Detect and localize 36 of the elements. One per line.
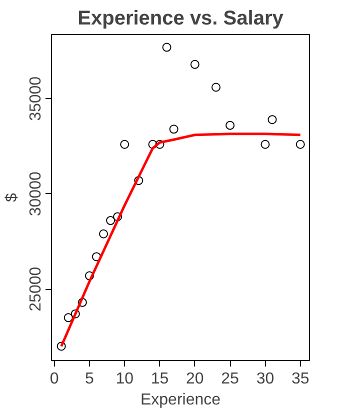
y-tick-label: 35000: [28, 76, 44, 121]
line-series: [60, 132, 302, 348]
point: [162, 42, 172, 52]
point: [268, 115, 277, 124]
x-tick-label: 20: [186, 370, 204, 388]
point: [84, 271, 94, 280]
y-tick-label: 25000: [28, 266, 44, 312]
point: [70, 309, 80, 318]
y-tick-label: 30000: [28, 172, 44, 216]
point: [113, 212, 122, 222]
point: [134, 176, 144, 186]
point: [120, 140, 130, 149]
point: [212, 82, 220, 92]
point: [64, 313, 73, 322]
x-tick-label: 35: [291, 370, 310, 388]
y-axis-title: $: [4, 192, 20, 202]
point: [169, 124, 178, 134]
point: [56, 342, 66, 351]
point: [190, 60, 200, 69]
x-tick-label: 10: [116, 370, 134, 388]
point: [260, 140, 270, 149]
point: [296, 140, 305, 149]
point: [106, 216, 116, 226]
point: [226, 120, 235, 130]
point: [99, 229, 108, 238]
x-tick-label: 0: [50, 370, 59, 388]
chart-title: Experience vs. Salary: [78, 8, 284, 30]
point: [148, 140, 158, 149]
x-tick-label: 5: [85, 370, 94, 388]
point: [78, 298, 87, 307]
x-tick-label: 25: [221, 370, 240, 388]
point: [155, 140, 164, 149]
x-axis-title: Experience: [140, 392, 221, 408]
x-tick-label: 15: [150, 370, 169, 388]
point: [92, 252, 101, 262]
x-tick-label: 30: [256, 370, 274, 388]
